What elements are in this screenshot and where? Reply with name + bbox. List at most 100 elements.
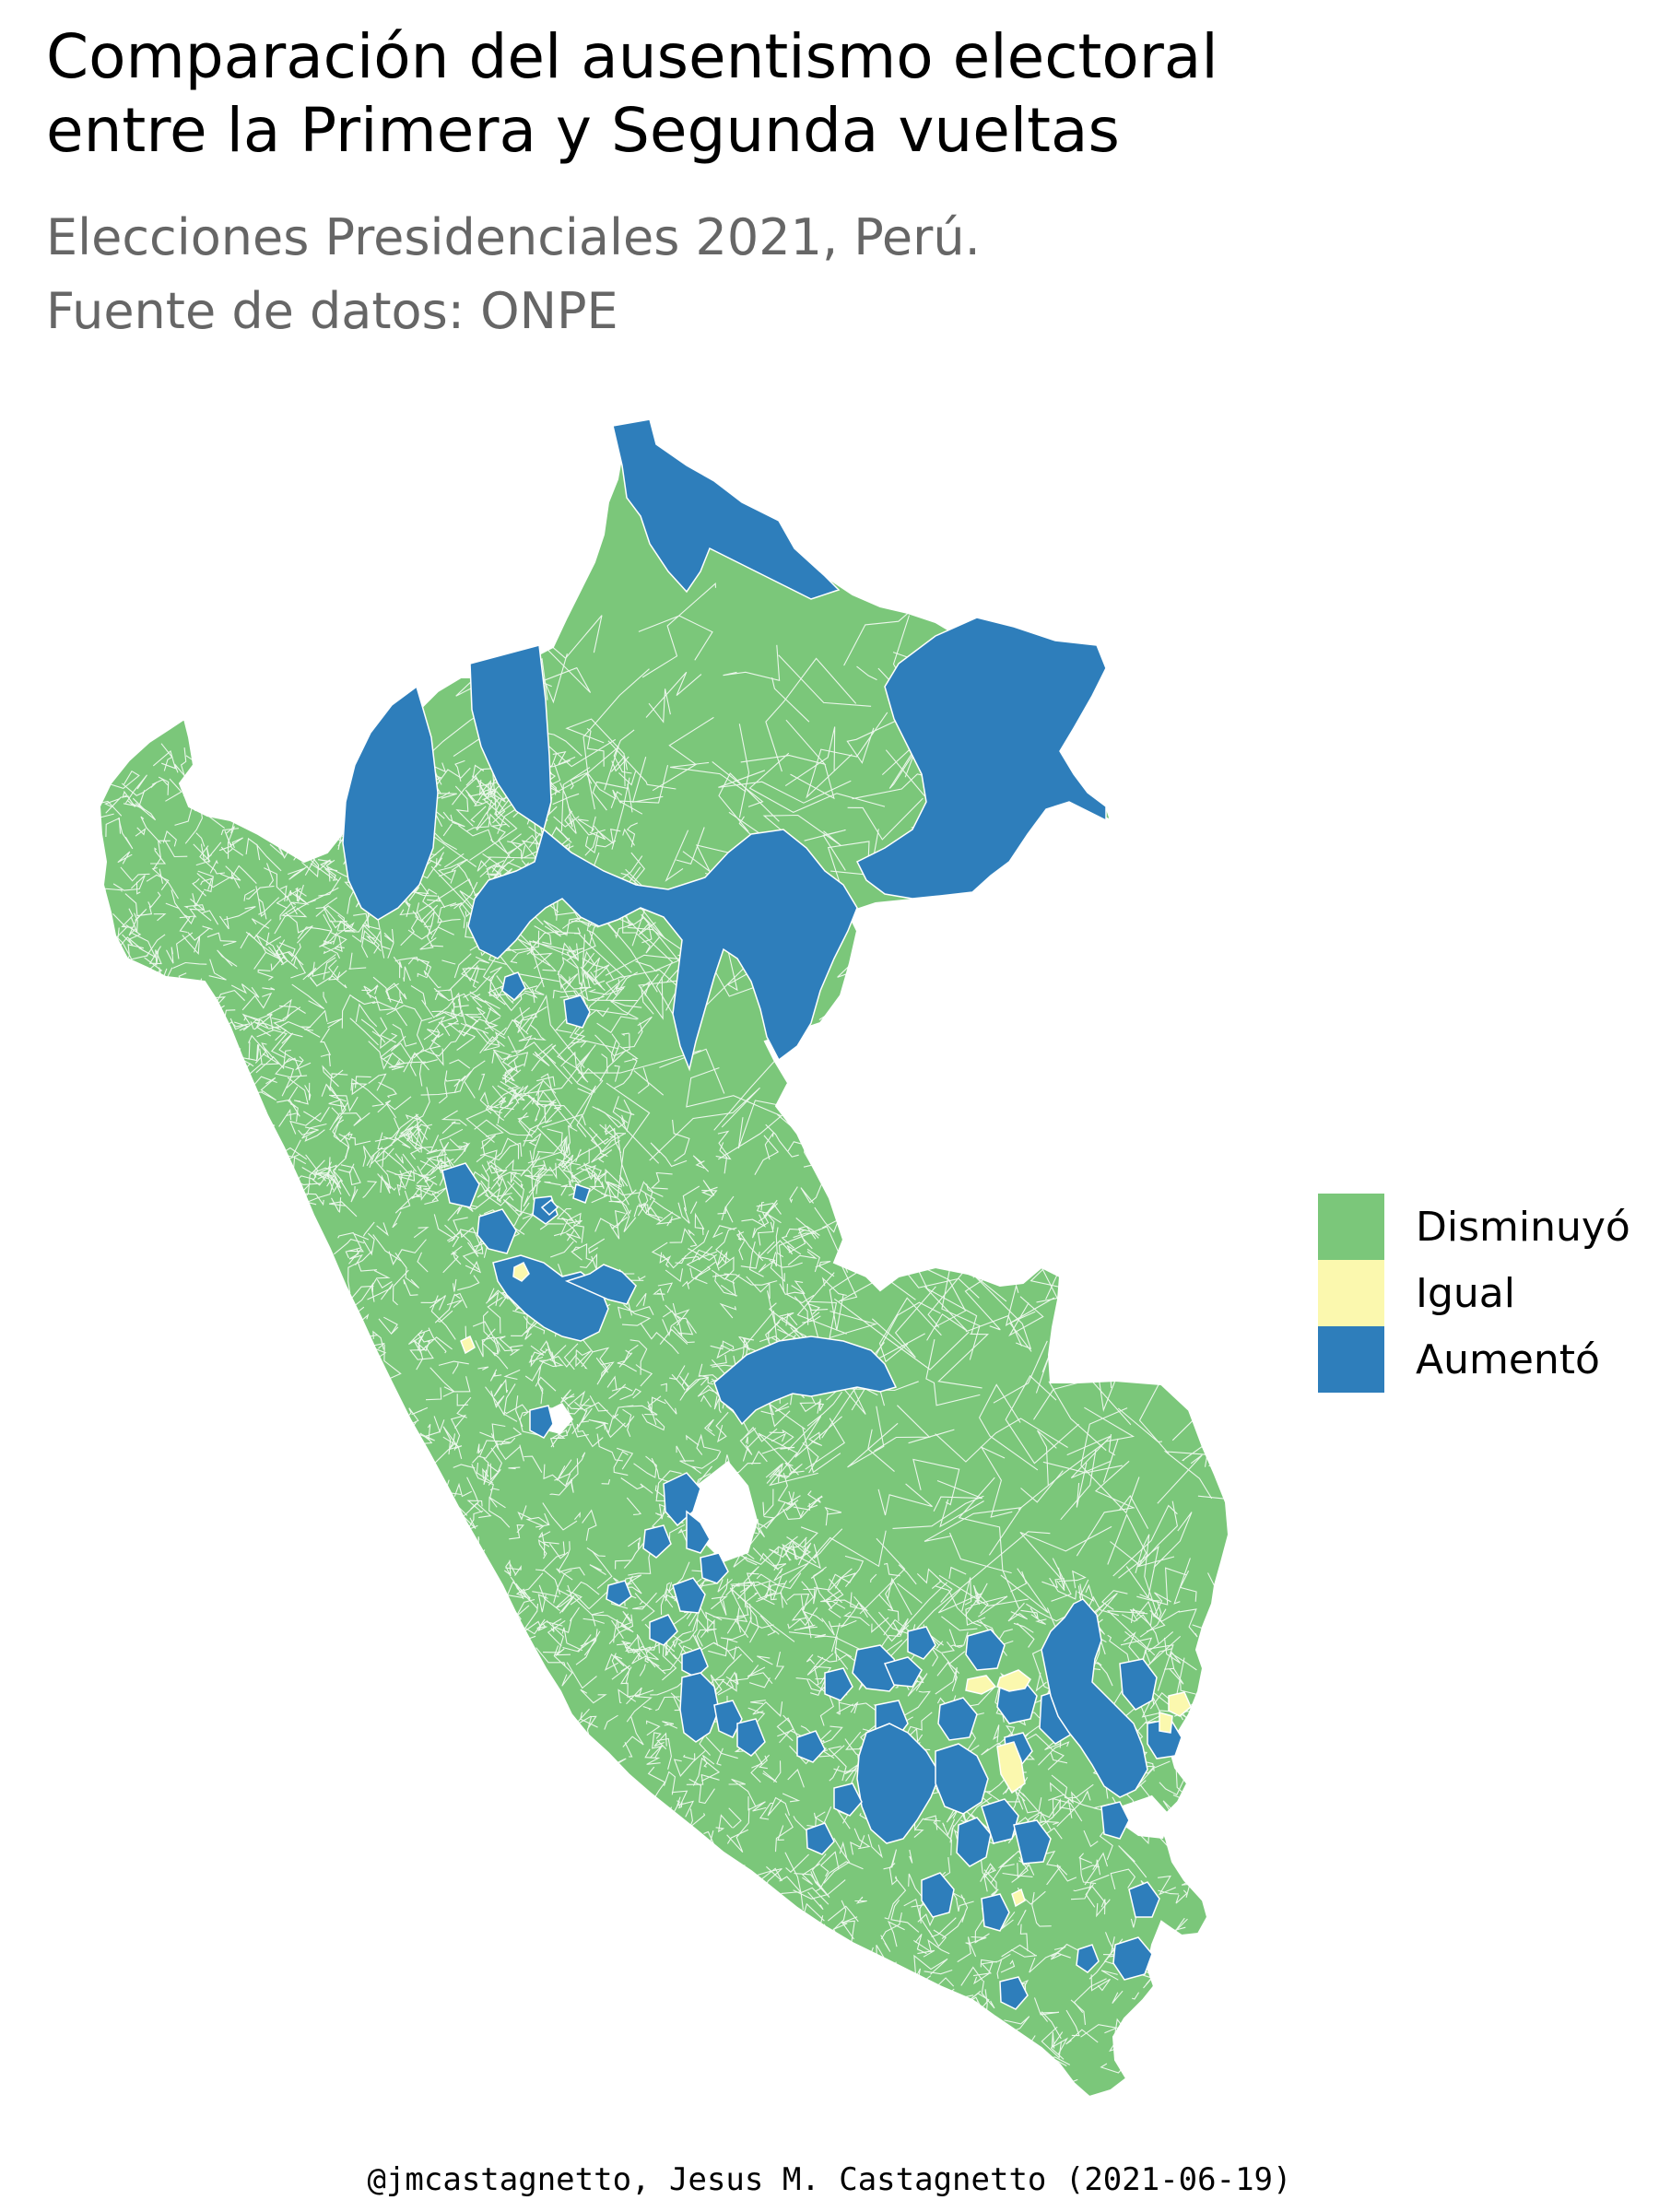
district-border (516, 1772, 533, 1793)
district-border (403, 1501, 421, 1523)
district-border (771, 1432, 787, 1442)
district-border (993, 1724, 1000, 1743)
district-border (368, 1599, 378, 1614)
district-border (792, 1543, 812, 1560)
district-border (599, 1943, 618, 1967)
district-border (800, 1182, 823, 1204)
district-border (798, 1225, 820, 1239)
district-border (322, 1065, 344, 1088)
district-border (535, 1698, 558, 1718)
district-border (1090, 1974, 1111, 1992)
district-border (512, 1006, 531, 1039)
district-border (237, 1239, 261, 1252)
district-border (107, 1051, 132, 1088)
district-border (1124, 2071, 1159, 2097)
district-border (677, 1870, 705, 1877)
district-border (511, 981, 538, 1003)
district-border (362, 1146, 373, 1167)
district-border (714, 1653, 742, 1681)
district-border (1158, 1889, 1180, 1895)
district-border (560, 1396, 583, 1410)
district-aumento (1128, 1881, 1160, 1918)
district-border (202, 1158, 219, 1179)
district-border (1147, 1630, 1174, 1653)
district-border (531, 1044, 567, 1072)
district-border (278, 1542, 286, 1554)
district-border (973, 1109, 1026, 1130)
district-border (179, 913, 191, 934)
district-border (729, 2009, 752, 2016)
district-border (456, 1394, 469, 1406)
district-border (538, 1531, 551, 1546)
district-border (613, 1451, 629, 1477)
district-border (124, 1150, 141, 1189)
district-border (676, 1929, 692, 1956)
district-border (253, 951, 279, 970)
district-border (343, 1451, 362, 1483)
district-border (762, 1771, 778, 1783)
district-border (602, 1874, 637, 1905)
district-border (190, 1167, 207, 1193)
district-border (171, 1169, 185, 1183)
district-border (599, 1050, 626, 1082)
district-border (447, 1020, 477, 1037)
district-border (550, 1418, 560, 1448)
district-border (128, 1178, 139, 1186)
district-border (600, 1809, 624, 1830)
district-border (782, 1508, 805, 1520)
district-border (750, 1700, 766, 1704)
district-border (417, 1446, 426, 1454)
district-border (677, 1321, 695, 1344)
district-border (750, 1754, 771, 1783)
district-border (571, 1791, 594, 1821)
district-border (571, 921, 599, 928)
district-border (769, 1584, 777, 1601)
district-border (863, 2026, 881, 2042)
district-border (636, 933, 660, 954)
district-border (721, 1206, 734, 1223)
district-border (443, 1376, 471, 1393)
district-border (677, 1202, 690, 1224)
district-border (573, 1224, 584, 1243)
district-border (544, 1181, 561, 1186)
district-border (357, 1262, 378, 1272)
district-border (976, 1222, 1063, 1273)
district-border (379, 1017, 396, 1043)
district-border (664, 1398, 677, 1415)
district-border (647, 1805, 661, 1824)
district-border (469, 991, 501, 1018)
district-border (451, 1226, 481, 1245)
district-border (488, 979, 507, 996)
district-border (268, 1488, 285, 1506)
district-border (477, 1186, 491, 1198)
district-border (419, 1423, 431, 1441)
legend-item-disminuyo: Disminuyó (1318, 1194, 1650, 1260)
district-aumento (907, 1626, 936, 1660)
district-border (454, 1292, 468, 1309)
district-border (652, 2040, 669, 2053)
district-border (542, 1051, 573, 1085)
district-border (315, 1546, 349, 1565)
district-border (1158, 1875, 1177, 1896)
district-border (949, 2027, 989, 2061)
district-border (557, 2025, 574, 2041)
district-border (278, 1032, 297, 1062)
district-border (100, 942, 116, 959)
district-border (816, 1861, 864, 1892)
district-border (644, 1818, 665, 1830)
district-border (666, 1971, 682, 1991)
district-border (410, 985, 427, 1005)
district-border (894, 2016, 912, 2035)
district-border (559, 1541, 571, 1571)
district-border (1021, 1793, 1040, 1814)
district-border (837, 1256, 916, 1302)
district-border (1169, 1961, 1199, 1980)
district-border (718, 1486, 735, 1498)
district-border (1030, 883, 1065, 911)
district-border (112, 1159, 134, 1185)
district-border (745, 1592, 759, 1604)
district-border (453, 1599, 472, 1629)
district-border (361, 929, 391, 950)
district-border (230, 1444, 255, 1474)
district-border (1110, 1500, 1178, 1566)
